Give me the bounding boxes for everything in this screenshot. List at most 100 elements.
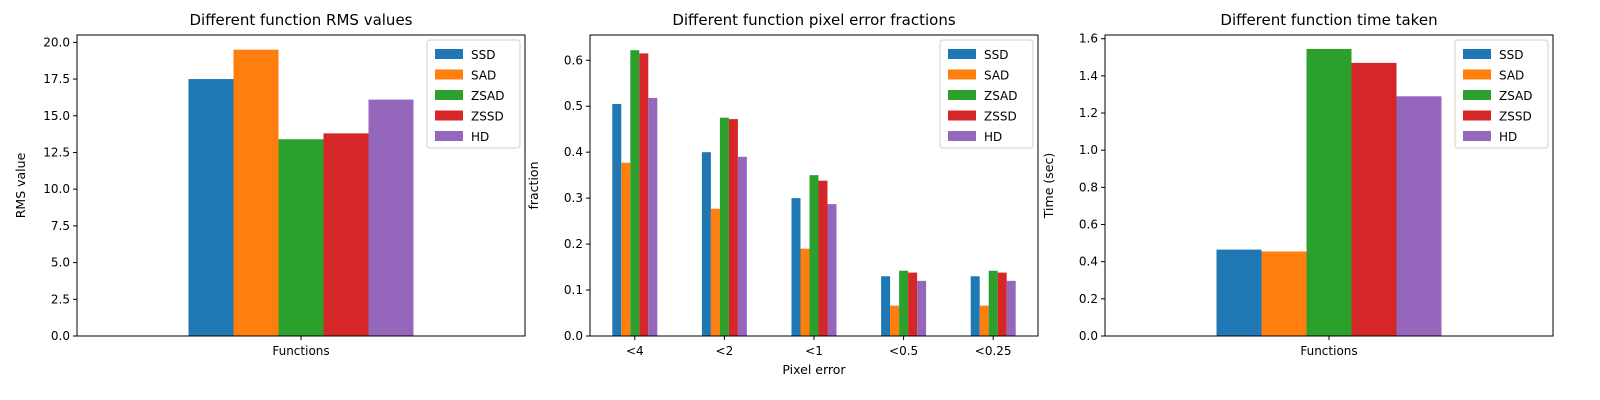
bar-hd	[737, 156, 747, 336]
y-tick-label: 12.5	[43, 145, 70, 159]
x-tick-label: <4	[626, 344, 644, 358]
legend-label: SAD	[984, 69, 1009, 83]
legend-label: ZSAD	[471, 89, 505, 103]
legend-label: ZSSD	[984, 110, 1017, 124]
legend-swatch-ssd	[948, 49, 976, 59]
y-axis-label: Time (sec)	[1041, 153, 1056, 219]
bar-ssd	[188, 79, 234, 337]
legend-label: ZSSD	[1499, 110, 1532, 124]
y-tick-label: 0.0	[1079, 329, 1098, 343]
x-tick-label: <1	[805, 344, 823, 358]
legend-swatch-zssd	[948, 110, 976, 121]
bar-zsad	[1306, 48, 1352, 337]
bar-hd	[1006, 280, 1016, 336]
legend-swatch-zssd	[1463, 110, 1491, 121]
y-axis-label: RMS value	[13, 152, 28, 218]
legend-swatch-hd	[948, 131, 976, 141]
legend-label: SSD	[984, 48, 1008, 62]
bar-zsad	[719, 117, 729, 336]
bar-sad	[979, 305, 989, 336]
bar-hd	[917, 280, 927, 336]
bar-zssd	[728, 119, 738, 336]
legend-label: ZSAD	[984, 89, 1018, 103]
x-tick-label: Functions	[1300, 344, 1357, 358]
bar-zsad	[988, 270, 998, 336]
y-tick-label: 0.0	[564, 329, 583, 343]
bar-zsad	[630, 50, 640, 336]
bar-sad	[621, 162, 631, 336]
legend-label: SAD	[1499, 69, 1524, 83]
chart-panel-2: Different function pixel error fractions…	[526, 11, 1039, 377]
bar-sad	[233, 49, 279, 337]
legend-label: SSD	[471, 48, 495, 62]
legend-label: ZSAD	[1499, 89, 1533, 103]
y-tick-label: 0.0	[51, 329, 70, 343]
y-tick-label: 1.0	[1079, 143, 1098, 157]
x-axis-label: Pixel error	[782, 362, 846, 377]
y-tick-label: 0.6	[564, 53, 583, 67]
y-tick-label: 10.0	[43, 182, 70, 196]
y-axis-label: fraction	[526, 161, 541, 209]
plot-frame	[589, 34, 1039, 337]
chart-panel-1: Different function RMS values 0.0 2.5 5.0 7.…	[13, 11, 526, 358]
y-tick-label: 7.5	[51, 219, 70, 233]
bar-zssd	[323, 133, 369, 336]
x-tick-label: Functions	[272, 344, 329, 358]
bar-zssd	[1351, 62, 1397, 337]
legend-box	[939, 39, 1034, 149]
bar-hd	[1396, 96, 1442, 336]
bar-ssd	[970, 276, 980, 336]
y-tick-label: 20.0	[43, 35, 70, 49]
legend-label: SSD	[1499, 48, 1523, 62]
bar-ssd	[791, 198, 801, 336]
chart-title: Different function time taken	[1220, 11, 1437, 29]
x-tick-label: <2	[716, 344, 734, 358]
y-tick-label: 0.1	[564, 283, 583, 297]
bar-zsad	[809, 175, 819, 336]
plot-frame	[76, 34, 526, 337]
chart-title: Different function RMS values	[190, 11, 413, 29]
y-tick-label: 15.0	[43, 109, 70, 123]
y-tick-label: 0.2	[1079, 292, 1098, 306]
legend-label: HD	[471, 130, 489, 144]
legend-swatch-sad	[948, 69, 976, 80]
bar-ssd	[612, 103, 622, 336]
y-tick-label: 1.4	[1079, 69, 1098, 83]
chart-panel-3: Different function time taken 0.0 0.2 0.4 0.…	[1041, 11, 1554, 358]
bar-sad	[710, 208, 720, 336]
legend: SSD SAD ZSAD ZSSD HD	[939, 39, 1034, 149]
bar-sad	[1261, 251, 1307, 336]
y-tick-label: 2.5	[51, 292, 70, 306]
chart-title: Different function pixel error fractions	[672, 11, 956, 29]
legend-swatch-hd	[1463, 131, 1491, 141]
y-tick-label: 0.4	[564, 145, 583, 159]
legend: SSD SAD ZSAD ZSSD HD	[426, 39, 521, 149]
y-tick-label: 0.8	[1079, 180, 1098, 194]
bar-zsad	[899, 270, 909, 336]
y-tick-label: 1.6	[1079, 32, 1098, 46]
bar-ssd	[1216, 249, 1262, 336]
y-tick-label: 0.2	[564, 237, 583, 251]
legend-box	[426, 39, 521, 149]
legend-swatch-sad	[1463, 69, 1491, 80]
bar-hd	[648, 97, 658, 337]
legend-label: SAD	[471, 69, 496, 83]
y-tick-label: 0.3	[564, 191, 583, 205]
y-tick-label: 0.4	[1079, 255, 1098, 269]
bar-zsad	[278, 139, 324, 336]
bar-zssd	[908, 272, 918, 336]
legend-swatch-zsad	[435, 90, 463, 100]
bar-ssd	[881, 276, 891, 336]
legend-label: HD	[1499, 130, 1517, 144]
legend-swatch-zsad	[1463, 90, 1491, 100]
legend-label: HD	[984, 130, 1002, 144]
legend-label: ZSSD	[471, 110, 504, 124]
plot-frame	[1104, 34, 1554, 337]
legend-swatch-ssd	[435, 49, 463, 59]
bar-ssd	[701, 152, 711, 336]
bar-hd	[827, 204, 837, 336]
bar-zssd	[997, 272, 1007, 336]
x-tick-label: <0.25	[975, 344, 1012, 358]
legend-box	[1454, 39, 1549, 149]
